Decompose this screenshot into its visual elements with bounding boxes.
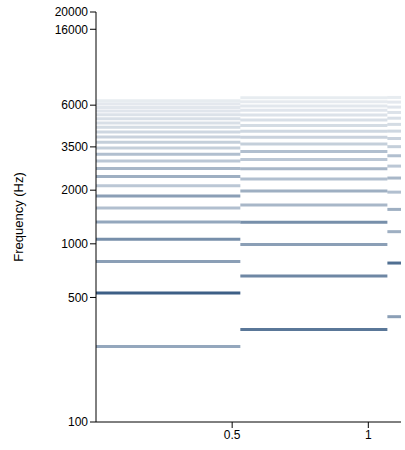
svg-text:0.5: 0.5: [224, 428, 241, 442]
svg-text:16000: 16000: [55, 23, 89, 37]
svg-text:Frequency (Hz): Frequency (Hz): [11, 172, 26, 262]
svg-text:6000: 6000: [61, 98, 88, 112]
svg-text:100: 100: [68, 415, 88, 429]
svg-text:1000: 1000: [61, 237, 88, 251]
svg-text:20000: 20000: [55, 5, 89, 19]
svg-text:500: 500: [68, 291, 88, 305]
svg-text:3500: 3500: [61, 140, 88, 154]
svg-text:2000: 2000: [61, 183, 88, 197]
svg-text:1: 1: [365, 428, 372, 442]
